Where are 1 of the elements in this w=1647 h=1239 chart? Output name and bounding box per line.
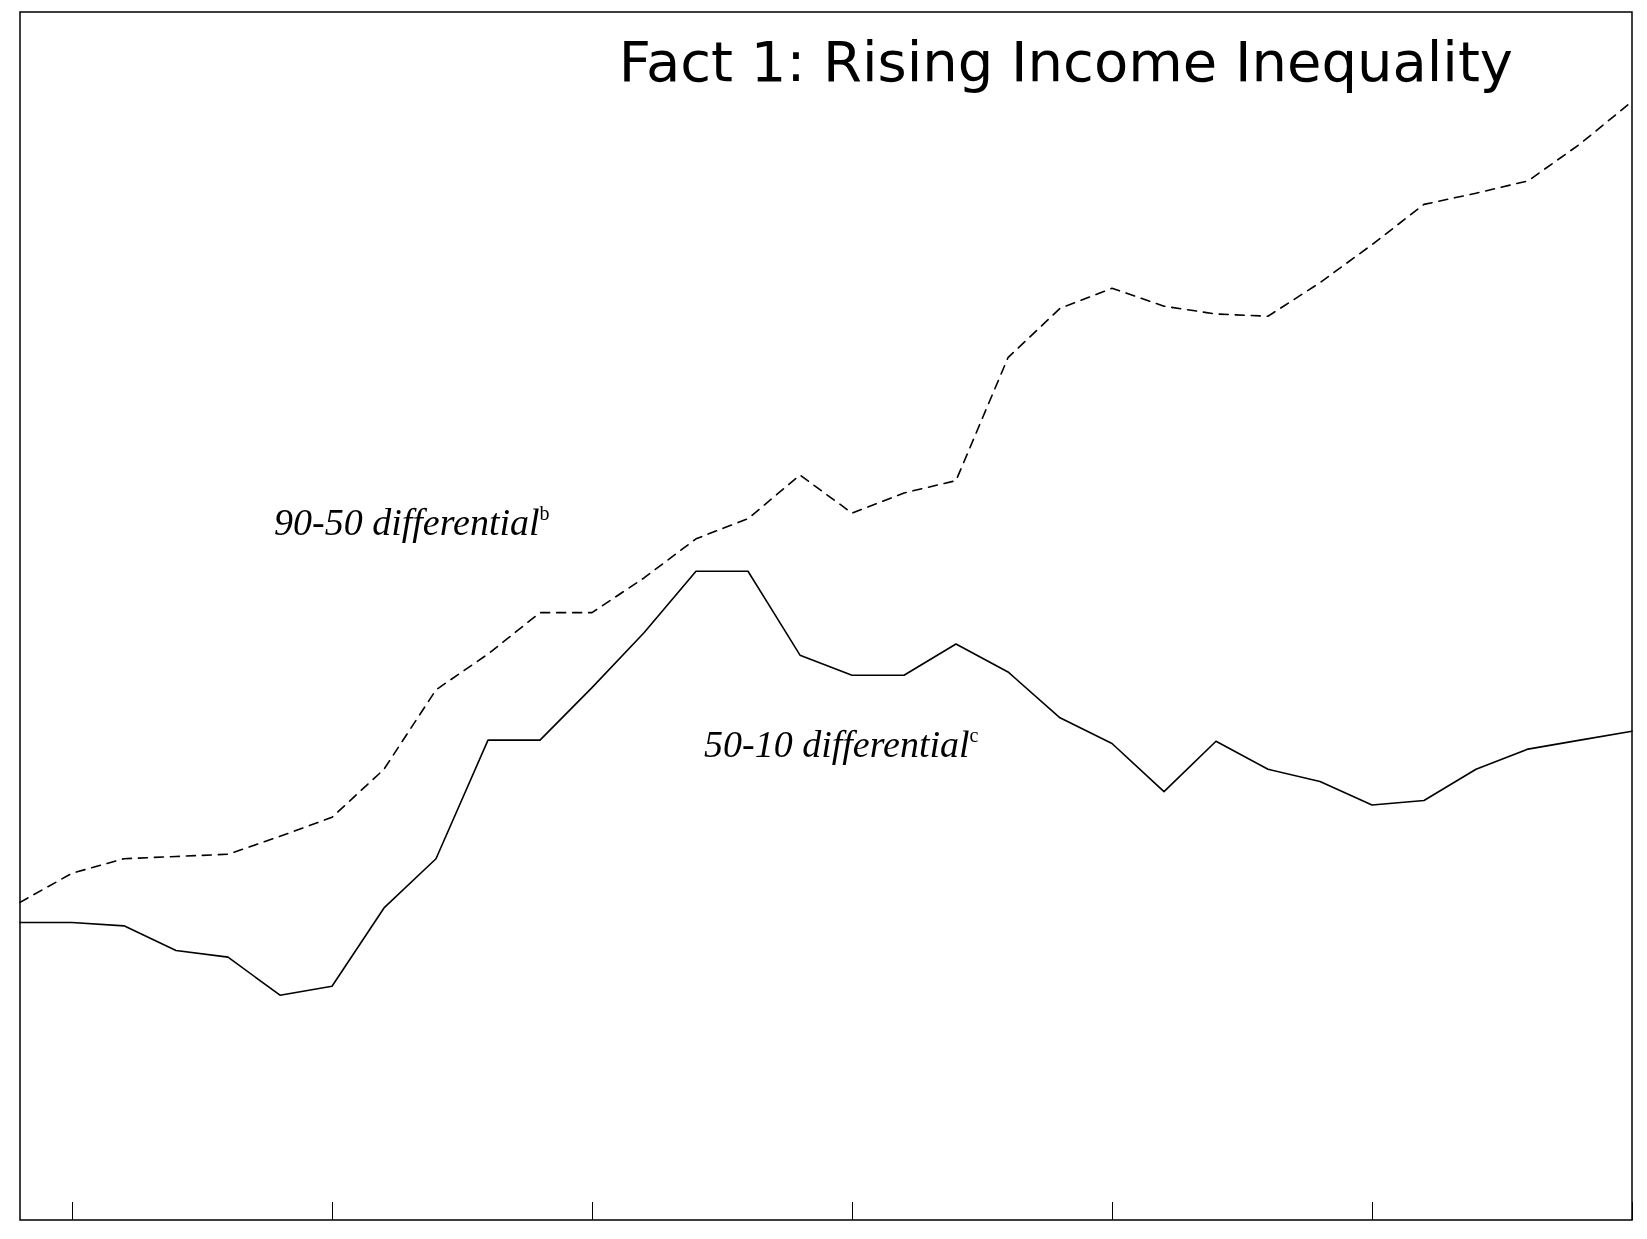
chart-title: Fact 1: Rising Income Inequality [618,28,1513,94]
